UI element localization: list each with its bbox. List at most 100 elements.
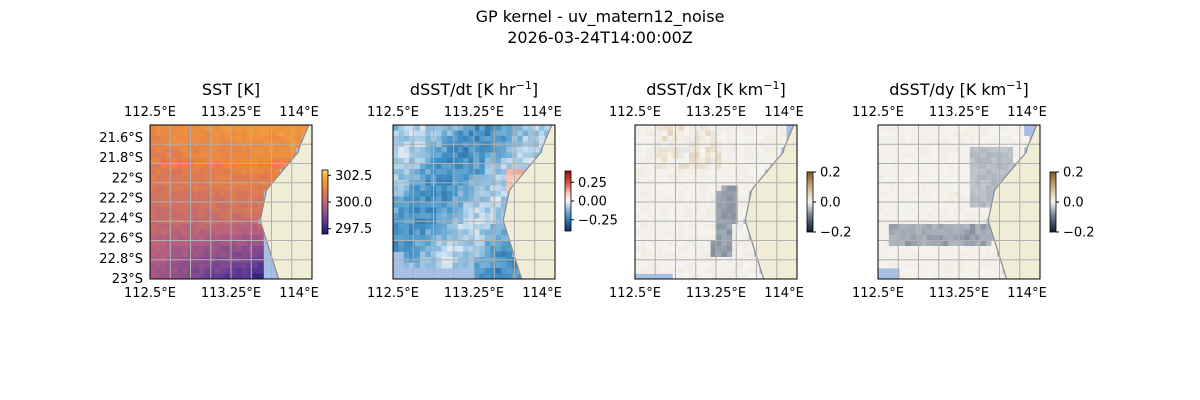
heatmap-cell	[441, 158, 448, 164]
heatmap-cell	[899, 158, 906, 164]
heatmap-cell	[463, 213, 469, 219]
heatmap-cell	[171, 246, 178, 252]
heatmap-cell	[495, 163, 502, 170]
heatmap-cell	[667, 251, 674, 258]
heatmap-cell	[447, 251, 453, 258]
heatmap-cell	[905, 196, 911, 203]
heatmap-cell	[393, 246, 399, 252]
heatmap-cell	[905, 174, 911, 181]
heatmap-cell	[225, 169, 232, 175]
heatmap-cell	[964, 224, 971, 230]
heatmap-cell	[171, 240, 178, 247]
heatmap-cell	[705, 229, 711, 236]
heatmap-cell	[726, 213, 733, 219]
heatmap-cell	[953, 152, 960, 159]
heatmap-cell	[220, 262, 226, 269]
heatmap-cell	[171, 196, 178, 203]
heatmap-cell	[501, 169, 507, 175]
heatmap-cell	[495, 130, 502, 137]
colorbar	[806, 171, 814, 233]
heatmap-cell	[969, 251, 976, 258]
heatmap-cell	[726, 246, 733, 252]
heatmap-cell	[425, 158, 432, 164]
heatmap-cell	[252, 213, 259, 219]
heatmap-cell	[436, 147, 442, 153]
heatmap-cell	[241, 191, 248, 197]
heatmap-cell	[425, 185, 432, 192]
heatmap-cell	[743, 262, 749, 269]
heatmap-cell	[894, 174, 900, 181]
heatmap-cell	[894, 191, 900, 197]
heatmap-cell	[231, 207, 237, 214]
heatmap-cell	[716, 202, 722, 208]
heatmap-cell	[721, 273, 728, 280]
heatmap-cell	[236, 235, 243, 241]
heatmap-cell	[420, 202, 426, 208]
lon-tick-label-top: 113.25°E	[686, 105, 746, 120]
heatmap-cell	[678, 229, 684, 236]
heatmap-cell	[710, 185, 717, 192]
heatmap-cell	[759, 125, 765, 131]
panel-title-main: dSST/dy [K km	[889, 80, 1006, 99]
heatmap-cell	[921, 202, 927, 208]
heatmap-cell	[522, 163, 529, 170]
heatmap-cell	[748, 163, 755, 170]
heatmap-cell	[484, 163, 491, 170]
heatmap-cell	[656, 158, 663, 164]
heatmap-cell	[484, 268, 491, 274]
lat-tick-label: 21.6°S	[99, 131, 143, 146]
heatmap-cell	[894, 196, 900, 203]
heatmap-cell	[166, 158, 172, 164]
heatmap-cell	[225, 136, 232, 142]
heatmap-cell	[425, 235, 432, 241]
heatmap-cell	[732, 235, 738, 241]
heatmap-cell	[533, 147, 540, 153]
heatmap-cell	[991, 136, 998, 142]
heatmap-cell	[905, 191, 911, 197]
heatmap-cell	[651, 191, 657, 197]
heatmap-cell	[285, 152, 291, 159]
heatmap-cell	[155, 213, 162, 219]
lon-tick-label-bottom: 113.25°E	[686, 286, 746, 301]
heatmap-cell	[198, 246, 205, 252]
heatmap-cell	[980, 262, 987, 269]
heatmap-cell	[425, 262, 432, 269]
heatmap-cell	[193, 246, 199, 252]
heatmap-cell	[155, 196, 162, 203]
panel-title-tail: ]	[532, 80, 538, 99]
heatmap-cell	[953, 185, 960, 192]
heatmap-cell	[932, 273, 938, 280]
heatmap-cell	[716, 207, 722, 214]
heatmap-cell	[414, 262, 421, 269]
heatmap-cell	[737, 196, 744, 203]
heatmap-cell	[225, 273, 232, 280]
heatmap-cell	[667, 130, 674, 137]
heatmap-cell	[937, 202, 944, 208]
heatmap-cell	[878, 262, 884, 269]
heatmap-cell	[699, 202, 706, 208]
heatmap-cell	[689, 273, 695, 280]
heatmap-cell	[689, 125, 695, 131]
heatmap-cell	[640, 224, 647, 230]
heatmap-cell	[393, 191, 399, 197]
heatmap-cell	[495, 185, 502, 192]
heatmap-cell	[155, 125, 162, 131]
heatmap-cell	[905, 169, 911, 175]
heatmap-cell	[182, 185, 189, 192]
heatmap-cell	[910, 136, 917, 142]
heatmap-cell	[236, 158, 243, 164]
heatmap-cell	[479, 224, 486, 230]
heatmap-cell	[705, 202, 711, 208]
heatmap-cell	[495, 147, 502, 153]
heatmap-cell	[495, 251, 502, 258]
heatmap-cell	[942, 224, 949, 230]
heatmap-cell	[474, 152, 480, 159]
heatmap-cell	[204, 251, 210, 258]
heatmap-cell	[694, 229, 701, 236]
heatmap-cell	[160, 125, 167, 131]
heatmap-cell	[721, 147, 728, 153]
heatmap-cell	[204, 207, 210, 214]
heatmap-cell	[214, 147, 221, 153]
heatmap-cell	[155, 163, 162, 170]
heatmap-cell	[225, 185, 232, 192]
